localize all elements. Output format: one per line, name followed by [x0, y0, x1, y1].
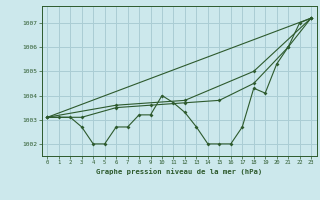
X-axis label: Graphe pression niveau de la mer (hPa): Graphe pression niveau de la mer (hPa) — [96, 168, 262, 175]
